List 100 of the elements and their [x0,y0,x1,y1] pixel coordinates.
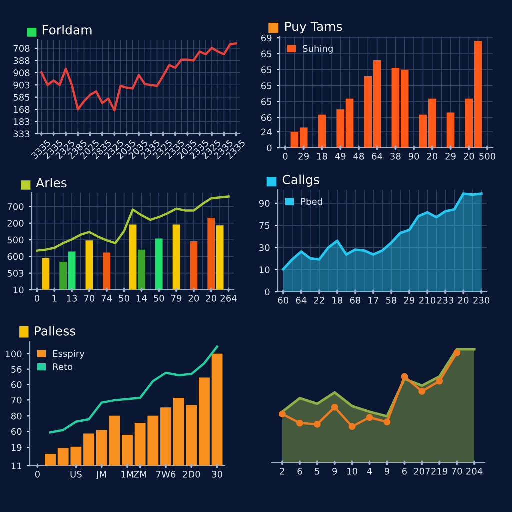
bar [318,114,326,148]
x-tick-label: 70 [84,295,95,302]
x-tick-label: 207 [414,468,430,475]
x-tick-label: 20 [458,297,469,304]
text: 60 [12,428,22,436]
text: 11 [12,462,22,470]
x-tick-label: 49 [335,153,346,160]
point [418,388,426,395]
point [366,414,374,422]
x-tick-label: ZM [134,471,146,478]
text: 700 [8,203,24,210]
text: 60 [12,382,22,388]
x-tick-label: US [70,471,82,478]
chart-title: Callgs [282,174,320,187]
x-tick-label: 219 [432,468,448,475]
x-tick-label: 9 [332,468,338,475]
legend-label: Reto [53,364,73,370]
x-tick-label: 204 [466,468,483,475]
bar [172,224,180,290]
text: 66 [262,114,272,122]
x-tick-label: 500 [480,153,496,160]
bar [45,454,56,466]
point [314,420,321,428]
bar [68,252,76,290]
legend-label: Suhing [303,45,333,54]
text: 100 [6,350,22,358]
bar [155,238,163,290]
bar [199,378,210,466]
text: 600 [8,253,24,260]
point [331,404,338,411]
bar [160,408,172,466]
text: 69 [262,34,272,42]
x-tick-label: 38 [390,153,401,160]
x-tick-label: 70 [452,468,462,475]
x-tick-label: 6 [402,468,407,475]
x-tick-label: 29 [298,153,309,160]
text: 503 [8,270,24,277]
text: 65 [262,50,272,58]
bar [138,250,146,290]
chart-title: Forldam [43,25,92,35]
text: 388 [14,57,30,64]
x-tick-label: 30 [212,471,222,478]
bar [129,224,137,290]
chart-title: Arles [36,178,67,188]
text: 585 [14,94,30,101]
legend-label: Esspiry [53,350,85,359]
x-tick-label: 29 [404,297,415,304]
legend-label: Pbed [301,198,322,206]
x-tick-label: 20 [206,295,217,302]
chart-title: Palless [35,326,76,336]
text: 70 [12,396,22,404]
x-tick-label: 5 [315,468,320,475]
x-tick-label: 10 [348,468,358,475]
x-tick-label: 48 [354,153,364,160]
text: 200 [8,220,24,227]
x-tick-label: 4 [367,468,372,475]
x-tick-label: 60 [278,297,289,304]
x-tick-label: 18 [317,153,328,160]
bar [84,434,94,466]
x-tick-label: 230 [474,297,490,304]
bar [103,252,111,290]
text: 708 [14,45,30,52]
x-tick-label: 2 [280,468,284,475]
x-tick-label: 233 [438,297,454,304]
text: 903 [14,82,30,89]
text: 65 [262,66,272,74]
bar [212,354,223,466]
text: 30 [260,244,270,252]
x-tick-label: 64 [296,297,307,304]
bar [60,262,68,290]
bar [208,218,216,290]
bar [190,242,198,290]
text: 10 [260,266,270,274]
text: 908 [14,70,30,76]
x-tick-label: 210 [420,297,436,304]
x-tick-label: 7W6 [156,471,176,478]
x-tick-label: JM [96,471,106,480]
point [296,420,304,427]
x-tick-label: 6 [298,468,302,475]
x-tick-label: 50 [154,295,164,302]
x-tick-label: 13 [67,295,78,302]
x-tick-label: 22 [314,297,324,304]
text: 10 [14,286,24,294]
text: 56 [12,366,22,373]
x-tick-label: 1 [52,295,57,302]
point [384,418,391,426]
x-tick-label: 1M [122,471,134,478]
bar [446,112,455,148]
x-tick-label: 29 [446,153,456,160]
point [436,378,444,385]
x-tick-label: 79 [172,295,182,302]
text: 19 [12,444,22,452]
x-tick-label: 17 [368,297,378,304]
x-tick-label: 74 [102,295,112,302]
text: 75 [260,222,270,230]
x-tick-label: 0 [34,295,40,302]
x-tick-label: 64 [372,153,383,160]
bar [122,435,133,466]
text: 65 [262,98,272,106]
point [348,423,356,430]
